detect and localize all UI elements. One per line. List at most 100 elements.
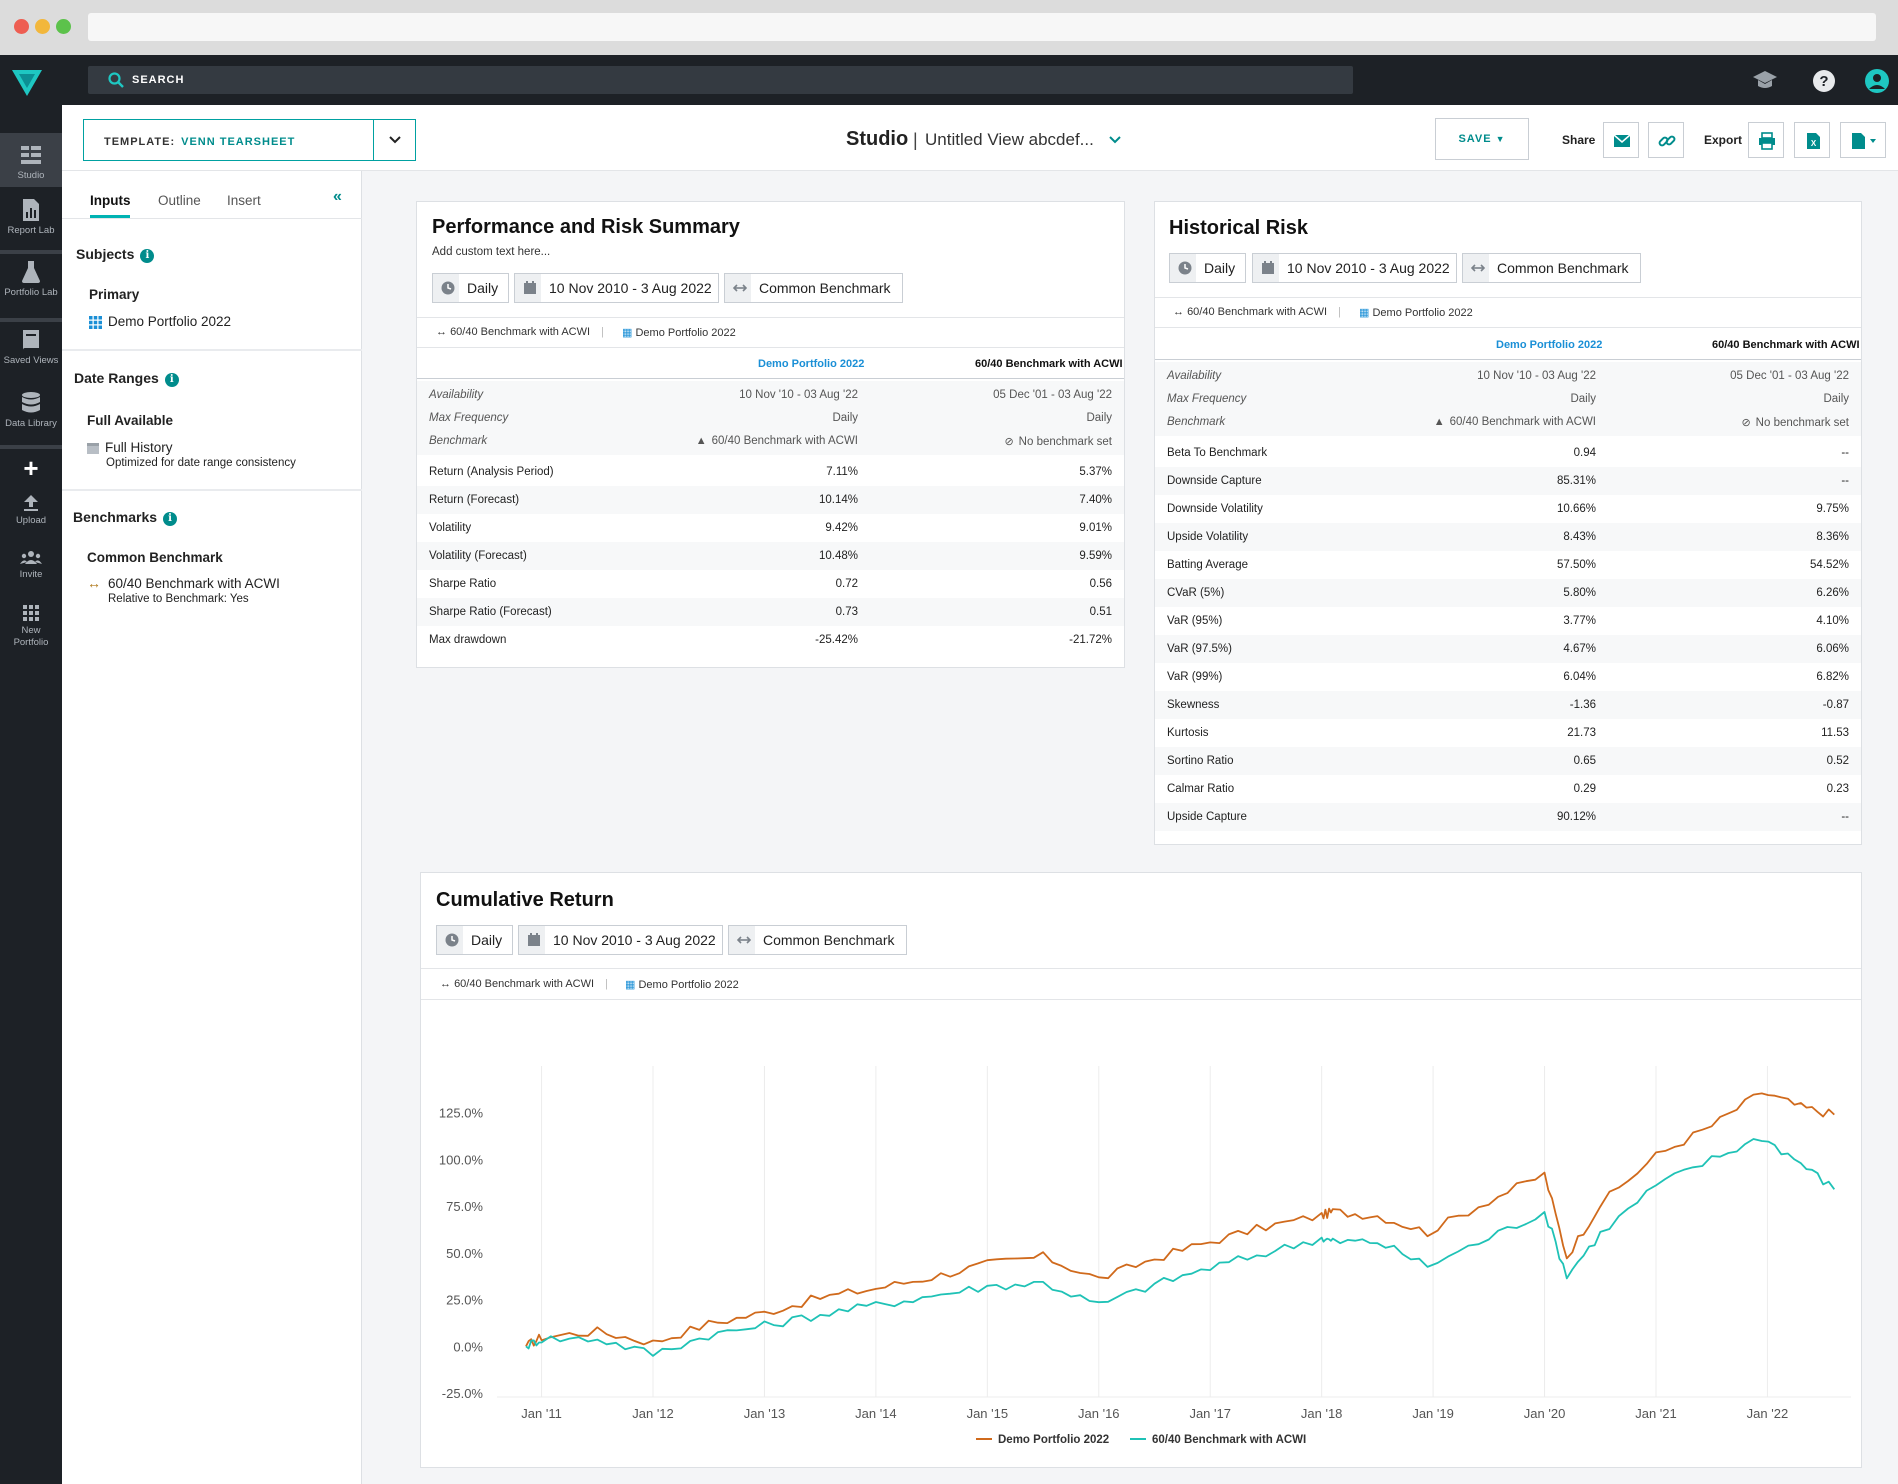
row-value-portfolio: 8.43%	[1563, 531, 1596, 543]
table-row: Batting Average 57.50% 54.52%	[1155, 551, 1861, 579]
date-range-chip[interactable]: 10 Nov 2010 - 3 Aug 2022	[514, 273, 719, 303]
row-value-benchmark: Daily	[1823, 393, 1849, 405]
rail-item-portfolio-lab[interactable]: Portfolio Lab	[0, 260, 62, 298]
rail-item-upload[interactable]: Upload	[0, 494, 62, 526]
export-excel-button[interactable]: X	[1794, 122, 1830, 158]
series-line-portfolio[interactable]	[525, 1092, 1835, 1347]
share-link-button[interactable]	[1648, 122, 1684, 158]
collapse-panel-icon[interactable]: «	[333, 188, 342, 205]
row-value-portfolio: 10 Nov '10 - 03 Aug '22	[739, 389, 858, 401]
help-icon[interactable]: ?	[1811, 68, 1837, 94]
row-value-portfolio: 3.77%	[1563, 615, 1596, 627]
benchmark-chip[interactable]: Common Benchmark	[724, 273, 903, 303]
rail-item-saved-views[interactable]: Saved Views	[0, 328, 62, 366]
table-row: Sharpe Ratio 0.72 0.56	[417, 570, 1124, 598]
table-row: VaR (95%) 3.77% 4.10%	[1155, 607, 1861, 635]
rail-item-studio[interactable]: Studio	[0, 133, 62, 187]
hist-benchmark-chip[interactable]: Common Benchmark	[1462, 253, 1641, 283]
row-value-portfolio: 0.72	[835, 578, 858, 590]
row-value-benchmark: -21.72%	[1069, 634, 1112, 646]
x-tick-label: Jan '18	[1301, 1406, 1343, 1421]
template-label: TEMPLATE:	[104, 136, 176, 148]
address-bar[interactable]	[88, 13, 1876, 41]
row-value-portfolio: 4.67%	[1563, 643, 1596, 655]
frequency-chip[interactable]: Daily	[432, 273, 509, 303]
search-icon	[108, 72, 124, 88]
user-avatar-icon[interactable]	[1864, 68, 1890, 94]
table-row: Downside Capture 85.31% --	[1155, 467, 1861, 495]
full-history-option[interactable]: Full History	[105, 440, 173, 455]
save-button[interactable]: SAVE ▼	[1435, 118, 1529, 160]
perf-custom-text[interactable]: Add custom text here...	[432, 246, 551, 258]
chart-legend-portfolio[interactable]: Demo Portfolio 2022	[976, 1434, 1109, 1446]
tab-inputs[interactable]: Inputs	[90, 193, 131, 208]
info-icon[interactable]: i	[163, 512, 178, 526]
row-label: Max drawdown	[429, 634, 507, 646]
chart-legend-benchmark[interactable]: 60/40 Benchmark with ACWI	[1130, 1434, 1306, 1446]
row-value-portfolio: 90.12%	[1556, 811, 1596, 823]
table-row: Skewness -1.36 -0.87	[1155, 691, 1861, 719]
svg-text:X: X	[1811, 139, 1817, 148]
portfolio-grid-icon: ▦	[625, 979, 636, 991]
tab-insert[interactable]: Insert	[227, 193, 261, 208]
cum-legend-portfolio: ▦ Demo Portfolio 2022	[625, 979, 739, 991]
row-value-benchmark: 7.40%	[1079, 494, 1112, 506]
rail-label-new-portfolio: New Portfolio	[13, 625, 49, 648]
search-bar[interactable]: SEARCH	[88, 66, 1353, 94]
table-row: VaR (97.5%) 4.67% 6.06%	[1155, 635, 1861, 663]
maximize-window-dot[interactable]	[56, 19, 71, 34]
plus-icon: +	[23, 453, 39, 483]
template-value: VENN TEARSHEET	[181, 136, 296, 148]
row-label: Volatility (Forecast)	[429, 550, 527, 562]
date-ranges-title: Date Ranges	[74, 370, 159, 386]
row-label: VaR (99%)	[1167, 671, 1223, 683]
table-row: Upside Capture 90.12% --	[1155, 803, 1861, 831]
series-line-benchmark[interactable]	[525, 1138, 1836, 1357]
row-value-portfolio: 10 Nov '10 - 03 Aug '22	[1477, 370, 1596, 382]
export-pdf-button[interactable]	[1840, 122, 1886, 158]
new-portfolio-icon	[23, 605, 39, 621]
close-window-dot[interactable]	[14, 19, 29, 34]
studio-icon	[21, 146, 41, 164]
hist-frequency-chip[interactable]: Daily	[1169, 253, 1246, 283]
benchmarks-title: Benchmarks	[73, 509, 158, 525]
row-label: Sortino Ratio	[1167, 755, 1234, 767]
info-icon[interactable]: i	[164, 373, 179, 387]
template-dropdown-toggle[interactable]	[373, 120, 415, 160]
tab-outline[interactable]: Outline	[158, 193, 201, 208]
view-name[interactable]: Untitled View abcdef...	[925, 130, 1094, 149]
share-email-button[interactable]	[1603, 122, 1639, 158]
row-value-portfolio: Daily	[1570, 393, 1596, 405]
rail-label-saved-views: Saved Views	[3, 355, 59, 366]
row-value-portfolio: 0.65	[1573, 755, 1596, 767]
view-dropdown-chevron-icon[interactable]	[1108, 133, 1122, 147]
rail-add-button[interactable]: +	[0, 455, 62, 483]
rail-item-new-portfolio[interactable]: New Portfolio	[0, 604, 62, 649]
academy-icon[interactable]	[1752, 68, 1778, 94]
row-value-portfolio: 10.14%	[818, 494, 858, 506]
cum-frequency-chip[interactable]: Daily	[436, 925, 513, 955]
row-value-benchmark: 0.51	[1089, 606, 1112, 618]
active-tab-indicator	[90, 215, 130, 218]
x-tick-label: Jan '14	[855, 1406, 897, 1421]
row-value-portfolio: Daily	[832, 412, 858, 424]
x-tick-label: Jan '21	[1635, 1406, 1677, 1421]
rail-item-invite[interactable]: Invite	[0, 550, 62, 580]
minimize-window-dot[interactable]	[35, 19, 50, 34]
rail-item-data-library[interactable]: Data Library	[0, 391, 62, 429]
cumulative-return-chart[interactable]: Jan '11 Jan '12 Jan '13 Jan '14 Jan '15 Jan '…	[421, 1010, 1861, 1450]
row-label: Sharpe Ratio (Forecast)	[429, 606, 552, 618]
print-button[interactable]	[1748, 122, 1784, 158]
benchmark-name[interactable]: 60/40 Benchmark with ACWI	[108, 576, 280, 591]
row-value-benchmark: 05 Dec '01 - 03 Aug '22	[1730, 370, 1849, 382]
info-icon[interactable]: i	[140, 249, 155, 263]
cum-benchmark-chip[interactable]: Common Benchmark	[728, 925, 907, 955]
row-value-benchmark: -0.87	[1822, 699, 1849, 711]
template-selector[interactable]: TEMPLATE: VENN TEARSHEET	[83, 119, 416, 161]
hist-date-range-chip[interactable]: 10 Nov 2010 - 3 Aug 2022	[1252, 253, 1457, 283]
cum-date-range-chip[interactable]: 10 Nov 2010 - 3 Aug 2022	[518, 925, 723, 955]
rail-item-report-lab[interactable]: Report Lab	[0, 198, 62, 236]
primary-subject[interactable]: Demo Portfolio 2022	[108, 314, 232, 329]
venn-logo-icon[interactable]	[10, 68, 44, 98]
benchmark-arrows-icon	[1471, 264, 1485, 272]
